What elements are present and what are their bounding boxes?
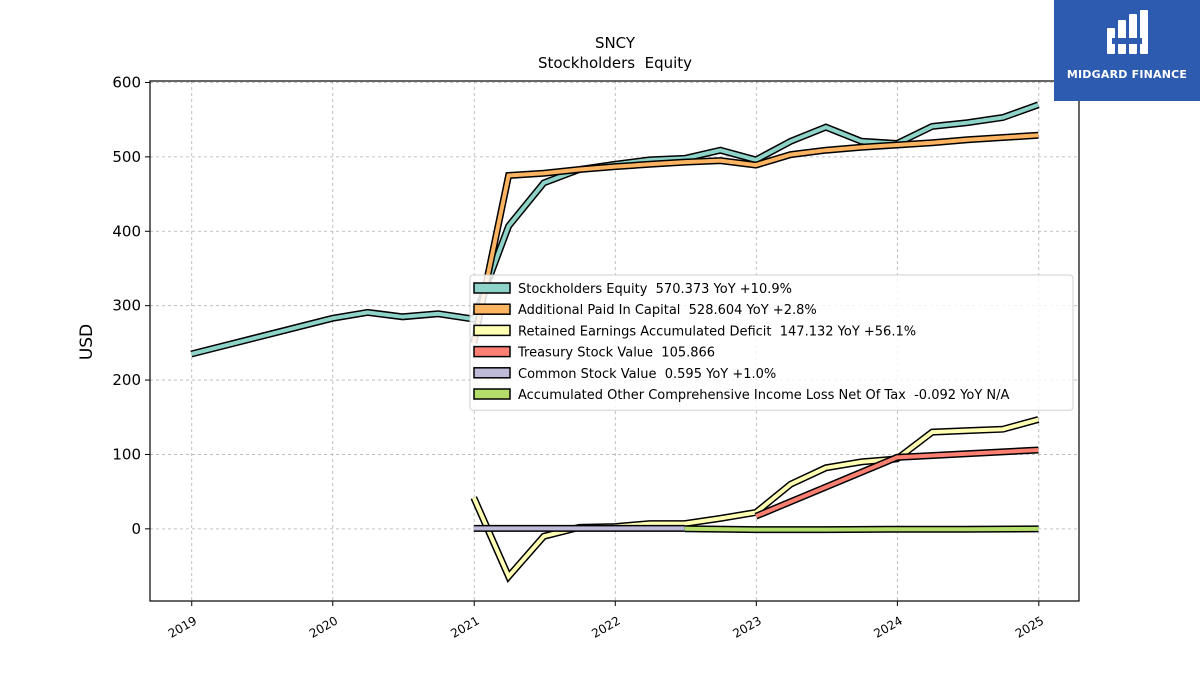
y-tick-label: 500 <box>112 148 141 166</box>
legend-swatch <box>473 303 511 315</box>
x-tick-label: 2025 <box>1013 613 1046 640</box>
legend-box <box>469 274 1074 411</box>
x-axis: 2019 2020 2021 2022 2023 2024 2025 <box>166 601 1046 641</box>
legend-entry: Retained Earnings Accumulated Deficit 14… <box>518 324 916 339</box>
y-axis: 0 100 200 300 400 500 600 <box>112 73 150 538</box>
legend-entry: Common Stock Value 0.595 YoY +1.0% <box>518 367 776 382</box>
x-tick-label: 2020 <box>307 613 340 640</box>
y-tick-label: 400 <box>112 222 141 240</box>
legend-swatch <box>473 324 511 337</box>
legend: Stockholders Equity 570.373 YoY +10.9% Ad… <box>469 274 1074 411</box>
y-axis-label: USD <box>77 324 97 360</box>
brand-name: MIDGARD FINANCE <box>1066 68 1188 81</box>
midgard-logo-icon <box>1107 10 1148 54</box>
x-tick-label: 2023 <box>730 613 763 640</box>
brand-logo: MIDGARD FINANCE <box>1054 0 1200 101</box>
y-tick-label: 100 <box>112 445 141 463</box>
x-tick-label: 2022 <box>589 613 622 640</box>
y-tick-label: 300 <box>112 297 141 315</box>
legend-swatch <box>473 345 511 358</box>
series-line <box>190 102 1040 356</box>
chart-title: SNCY <box>595 34 636 52</box>
y-tick-label: 600 <box>112 73 141 91</box>
plot-frame <box>149 80 1080 602</box>
legend-entry: Accumulated Other Comprehensive Income L… <box>518 388 1009 403</box>
y-tick-label: 0 <box>131 520 141 538</box>
legend-entry: Additional Paid In Capital 528.604 YoY +… <box>518 303 817 318</box>
legend-swatch <box>473 388 511 400</box>
legend-entry: Treasury Stock Value 105.866 <box>517 346 715 361</box>
series-line <box>684 526 1039 532</box>
y-tick-label: 200 <box>112 371 141 389</box>
x-tick-label: 2024 <box>871 613 904 640</box>
series-layer <box>190 101 1040 583</box>
series-line <box>755 448 1039 519</box>
legend-swatch <box>473 282 511 294</box>
legend-swatch <box>473 367 511 379</box>
x-tick-label: 2021 <box>448 613 481 640</box>
chart-subtitle: Stockholders Equity <box>538 54 692 72</box>
legend-entry: Stockholders Equity 570.373 YoY +10.9% <box>518 282 792 297</box>
x-tick-label: 2019 <box>166 613 199 640</box>
series-line <box>471 133 1039 344</box>
